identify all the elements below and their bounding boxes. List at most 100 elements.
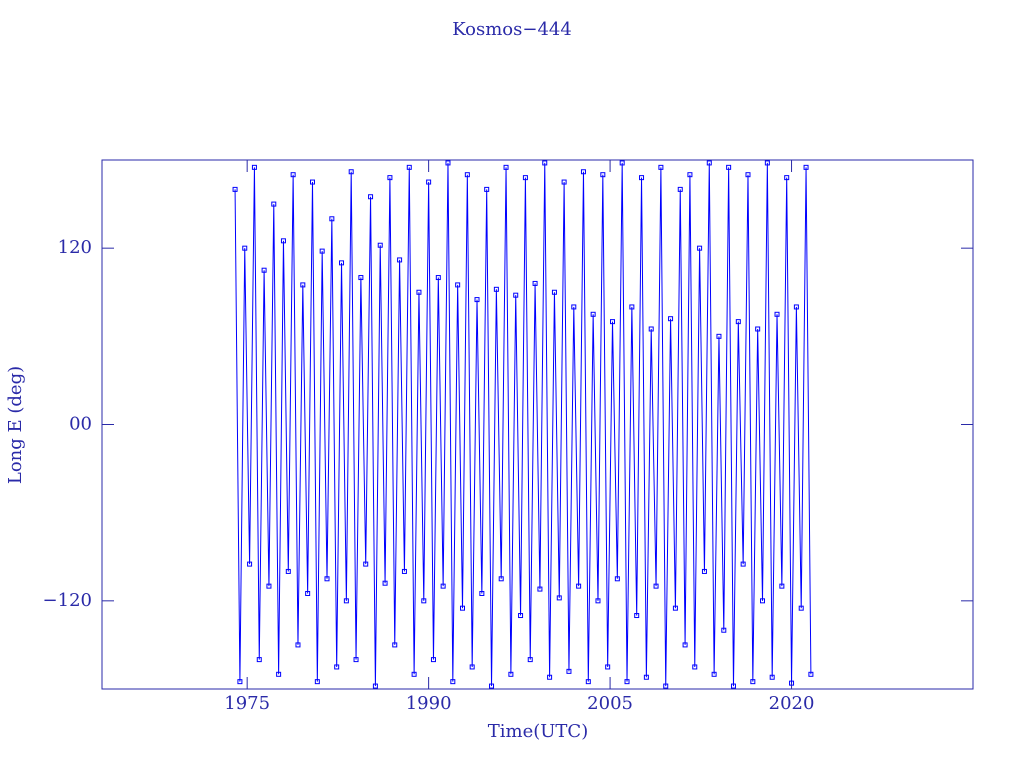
data-point bbox=[735, 319, 741, 325]
data-point bbox=[489, 683, 495, 689]
data-point bbox=[295, 642, 301, 648]
data-point bbox=[537, 586, 543, 592]
x-axis-label: Time(UTC) bbox=[488, 721, 588, 742]
data-point bbox=[600, 172, 606, 178]
data-point bbox=[687, 172, 693, 178]
data-point bbox=[551, 289, 557, 295]
data-point bbox=[464, 172, 470, 178]
data-point bbox=[459, 605, 465, 611]
data-point bbox=[706, 160, 712, 166]
data-point bbox=[624, 679, 630, 685]
data-point bbox=[392, 642, 398, 648]
data-point bbox=[397, 257, 403, 263]
data-point bbox=[450, 679, 456, 685]
data-point bbox=[590, 311, 596, 317]
data-point bbox=[343, 598, 349, 604]
data-point bbox=[614, 576, 620, 582]
data-point bbox=[793, 304, 799, 310]
data-point bbox=[285, 568, 291, 574]
data-point bbox=[677, 186, 683, 192]
data-point bbox=[493, 286, 499, 292]
data-point bbox=[542, 160, 548, 166]
data-point bbox=[237, 679, 243, 685]
data-point bbox=[730, 683, 736, 689]
data-point bbox=[745, 172, 751, 178]
data-point bbox=[363, 561, 369, 567]
data-point bbox=[469, 664, 475, 670]
data-point bbox=[479, 590, 485, 596]
data-point bbox=[740, 561, 746, 567]
data-point bbox=[484, 186, 490, 192]
y-tick-label: −120 bbox=[43, 590, 92, 611]
data-point bbox=[789, 680, 795, 686]
data-point bbox=[518, 613, 524, 619]
data-point bbox=[697, 245, 703, 251]
data-point bbox=[508, 671, 514, 677]
data-point bbox=[368, 194, 374, 200]
data-point bbox=[716, 333, 722, 339]
data-point bbox=[280, 238, 286, 244]
y-tick-label: 00 bbox=[69, 414, 92, 435]
data-point bbox=[498, 576, 504, 582]
data-point bbox=[426, 179, 432, 185]
data-point bbox=[455, 282, 461, 288]
x-tick-label: 2020 bbox=[769, 693, 815, 714]
data-point bbox=[416, 289, 422, 295]
data-point bbox=[445, 160, 451, 166]
data-point bbox=[580, 169, 586, 175]
data-point bbox=[353, 657, 359, 663]
data-point bbox=[532, 280, 538, 286]
data-point bbox=[527, 657, 533, 663]
data-point bbox=[232, 186, 238, 192]
data-point bbox=[721, 627, 727, 633]
data-point bbox=[421, 598, 427, 604]
chart-title: Kosmos−444 bbox=[452, 19, 572, 40]
data-point bbox=[372, 683, 378, 689]
data-point bbox=[305, 590, 311, 596]
data-point bbox=[276, 671, 282, 677]
data-point bbox=[658, 164, 664, 170]
data-point bbox=[503, 164, 509, 170]
data-point bbox=[798, 605, 804, 611]
data-point bbox=[247, 561, 253, 567]
data-point bbox=[726, 164, 732, 170]
data-point bbox=[300, 282, 306, 288]
data-point bbox=[764, 160, 770, 166]
data-point bbox=[261, 267, 267, 273]
data-point bbox=[585, 679, 591, 685]
data-point bbox=[682, 642, 688, 648]
data-point bbox=[271, 201, 277, 207]
data-point bbox=[643, 674, 649, 680]
data-point bbox=[513, 292, 519, 298]
data-point bbox=[634, 613, 640, 619]
data-point bbox=[387, 175, 393, 181]
data-point bbox=[711, 671, 717, 677]
data-point bbox=[610, 319, 616, 325]
data-point bbox=[348, 169, 354, 175]
data-point bbox=[406, 164, 412, 170]
data-point bbox=[639, 175, 645, 181]
data-point bbox=[266, 583, 272, 589]
data-point bbox=[309, 179, 315, 185]
data-point bbox=[242, 245, 248, 251]
data-point bbox=[290, 172, 296, 178]
data-point bbox=[701, 568, 707, 574]
data-point bbox=[256, 657, 262, 663]
data-point bbox=[401, 568, 407, 574]
x-tick-label: 2005 bbox=[587, 693, 633, 714]
y-axis-label: Long E (deg) bbox=[5, 366, 26, 484]
data-point bbox=[605, 664, 611, 670]
data-point bbox=[561, 179, 567, 185]
data-point bbox=[808, 671, 814, 677]
data-point bbox=[571, 304, 577, 310]
data-point bbox=[692, 664, 698, 670]
data-point bbox=[566, 668, 572, 674]
data-point bbox=[672, 605, 678, 611]
data-point bbox=[803, 164, 809, 170]
data-point bbox=[629, 304, 635, 310]
data-point bbox=[358, 275, 364, 281]
data-point bbox=[619, 160, 625, 166]
data-point bbox=[595, 598, 601, 604]
